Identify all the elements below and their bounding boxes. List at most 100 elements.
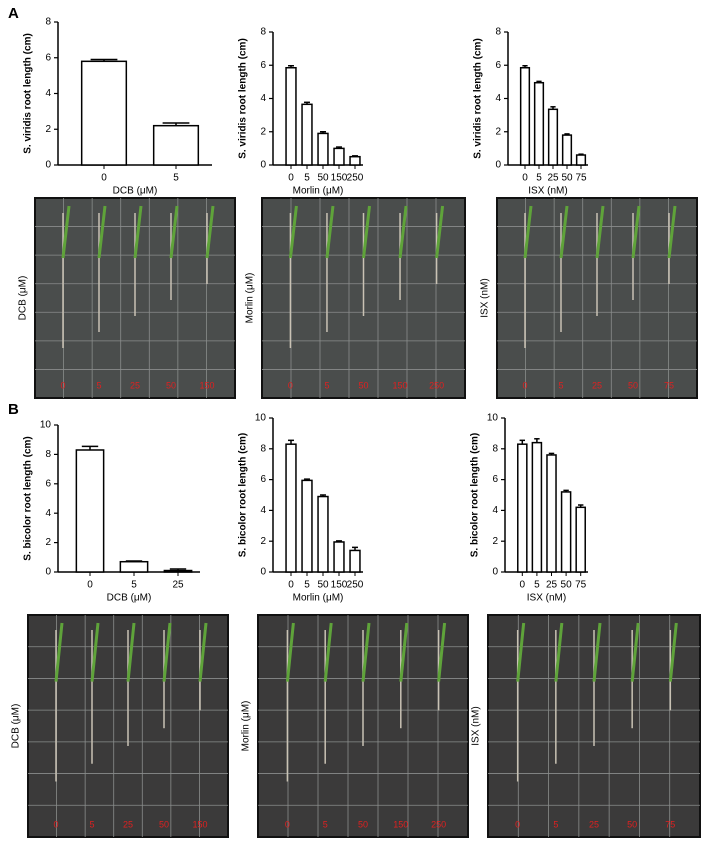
photo-side-label: Morlin (μM) bbox=[245, 273, 256, 324]
x-axis-label: DCB (μM) bbox=[113, 186, 158, 197]
y-tick-label: 4 bbox=[45, 88, 51, 99]
error-bar bbox=[577, 504, 584, 508]
y-tick-label: 0 bbox=[260, 567, 266, 578]
lane-label: 50 bbox=[628, 380, 638, 390]
bar bbox=[349, 549, 361, 573]
shoot bbox=[592, 622, 602, 682]
bar bbox=[519, 66, 531, 166]
y-tick-label: 2 bbox=[495, 126, 501, 137]
x-axis-label: Morlin (μM) bbox=[293, 593, 344, 604]
x-tick-label: 5 bbox=[536, 173, 542, 184]
photo-side-label: Morlin (μM) bbox=[241, 701, 252, 752]
y-tick-label: 6 bbox=[45, 478, 51, 489]
lane-label: 0 bbox=[288, 380, 293, 390]
lane-label: 150 bbox=[393, 819, 408, 829]
y-axis-label: S. viridis root length (cm) bbox=[473, 38, 484, 159]
y-axis-label: S. bicolor root length (cm) bbox=[23, 436, 34, 560]
shoot bbox=[435, 205, 445, 259]
x-tick-label: 250 bbox=[347, 580, 364, 591]
error-bar bbox=[550, 106, 556, 110]
shoot bbox=[554, 622, 564, 682]
bar bbox=[547, 108, 559, 166]
x-tick-label: 75 bbox=[575, 580, 587, 591]
lane-label: 75 bbox=[665, 819, 675, 829]
bar bbox=[119, 560, 149, 573]
lane-label: 250 bbox=[429, 380, 444, 390]
y-tick-label: 8 bbox=[45, 449, 51, 460]
x-tick-label: 50 bbox=[317, 580, 329, 591]
error-bar bbox=[90, 58, 118, 62]
error-bar bbox=[534, 438, 540, 443]
shoot bbox=[162, 622, 172, 682]
error-bar bbox=[81, 445, 99, 450]
x-tick-label: 0 bbox=[520, 580, 526, 591]
lane-label: 150 bbox=[192, 819, 207, 829]
y-tick-label: 8 bbox=[495, 27, 501, 38]
lane-label: 50 bbox=[358, 819, 368, 829]
y-tick-label: 4 bbox=[492, 505, 498, 516]
shoot bbox=[631, 205, 641, 259]
bar bbox=[317, 495, 329, 573]
bar bbox=[301, 479, 313, 573]
lane-label: 0 bbox=[515, 819, 520, 829]
error-bar bbox=[320, 494, 326, 497]
y-tick-label: 10 bbox=[255, 413, 267, 424]
x-axis-label: ISX (nM) bbox=[527, 593, 566, 604]
shoot bbox=[285, 622, 295, 682]
x-tick-label: 5 bbox=[131, 580, 137, 591]
bar bbox=[546, 454, 557, 573]
photo-side-label: ISX (nM) bbox=[471, 706, 482, 745]
error-bar bbox=[320, 131, 326, 134]
lane-label: 5 bbox=[323, 819, 328, 829]
y-tick-label: 8 bbox=[45, 17, 51, 28]
x-tick-label: 75 bbox=[575, 173, 587, 184]
lane-label: 0 bbox=[522, 380, 527, 390]
shoot bbox=[559, 205, 569, 259]
lane-label: 250 bbox=[431, 819, 446, 829]
shoot bbox=[198, 622, 208, 682]
error-bar bbox=[548, 452, 555, 455]
lane-label: 50 bbox=[166, 380, 176, 390]
bar bbox=[285, 443, 297, 573]
x-axis-label: ISX (nM) bbox=[528, 186, 567, 197]
error-bar bbox=[288, 64, 294, 68]
lane-label: 5 bbox=[558, 380, 563, 390]
x-tick-label: 0 bbox=[87, 580, 93, 591]
y-tick-label: 8 bbox=[260, 27, 266, 38]
y-tick-label: 0 bbox=[260, 160, 266, 171]
shoot bbox=[323, 622, 333, 682]
y-tick-label: 8 bbox=[260, 443, 266, 454]
x-axis-label: DCB (μM) bbox=[107, 593, 152, 604]
bar bbox=[560, 491, 572, 573]
error-bar bbox=[336, 540, 342, 542]
shoot bbox=[61, 205, 71, 259]
y-axis-label: S. bicolor root length (cm) bbox=[238, 433, 249, 557]
bar bbox=[75, 449, 105, 573]
y-axis-label: S. bicolor root length (cm) bbox=[470, 433, 481, 557]
shoot bbox=[133, 205, 143, 259]
y-tick-label: 6 bbox=[260, 60, 266, 71]
bar bbox=[80, 60, 128, 166]
lane-label: 25 bbox=[592, 380, 602, 390]
error-bar bbox=[304, 101, 310, 105]
y-tick-label: 0 bbox=[45, 160, 51, 171]
shoot bbox=[399, 622, 409, 682]
error-bar bbox=[352, 546, 358, 551]
lane-label: 5 bbox=[324, 380, 329, 390]
y-tick-label: 0 bbox=[492, 567, 498, 578]
x-tick-label: 250 bbox=[347, 173, 364, 184]
bar bbox=[333, 541, 345, 573]
y-tick-label: 0 bbox=[495, 160, 501, 171]
photo-side-label: DCB (μM) bbox=[18, 276, 29, 321]
bar bbox=[152, 124, 200, 166]
error-bar bbox=[125, 560, 143, 562]
shoot bbox=[90, 622, 100, 682]
lane-label: 150 bbox=[393, 380, 408, 390]
error-bar bbox=[288, 439, 294, 445]
x-tick-label: 25 bbox=[172, 580, 184, 591]
shoot bbox=[668, 622, 678, 682]
x-tick-label: 150 bbox=[331, 173, 348, 184]
lane-label: 5 bbox=[89, 819, 94, 829]
error-bar bbox=[578, 153, 584, 156]
lane-label: 50 bbox=[358, 380, 368, 390]
